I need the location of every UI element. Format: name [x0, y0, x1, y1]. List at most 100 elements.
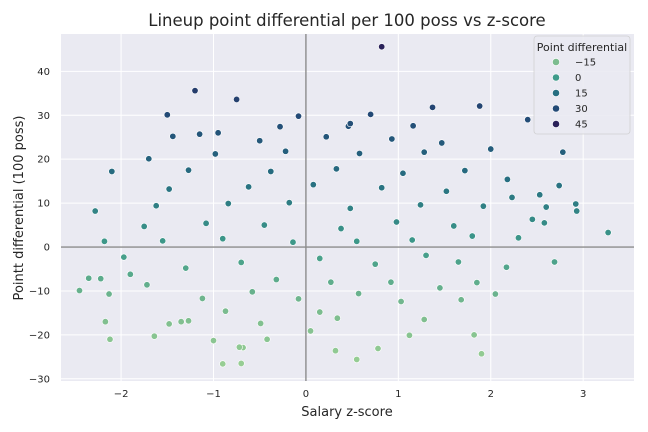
scatter-point: [146, 156, 152, 162]
scatter-point: [153, 203, 159, 209]
legend-marker: [552, 89, 559, 96]
scatter-point: [541, 220, 547, 226]
scatter-point: [166, 186, 172, 192]
scatter-point: [233, 96, 239, 102]
scatter-point: [192, 87, 198, 93]
scatter-point: [398, 298, 404, 304]
scatter-point: [203, 220, 209, 226]
scatter-point: [393, 219, 399, 225]
scatter-point: [529, 216, 535, 222]
legend-label: 0: [575, 73, 581, 84]
legend-marker: [552, 74, 559, 81]
scatter-point: [249, 289, 255, 295]
scatter-point: [102, 319, 108, 325]
scatter-point: [323, 134, 329, 140]
scatter-point: [215, 130, 221, 136]
y-tick-label: −10: [29, 286, 50, 297]
scatter-point: [476, 103, 482, 109]
legend-marker: [552, 58, 559, 65]
x-tick-label: −2: [114, 389, 129, 400]
scatter-point: [144, 282, 150, 288]
scatter-point: [488, 146, 494, 152]
y-tick-label: 0: [44, 243, 50, 254]
scatter-point: [375, 345, 381, 351]
scatter-point: [605, 229, 611, 235]
legend-marker: [552, 120, 559, 127]
scatter-point: [164, 112, 170, 118]
scatter-point: [159, 238, 165, 244]
scatter-point: [515, 235, 521, 241]
scatter-point: [328, 279, 334, 285]
x-tick-label: 2: [488, 389, 494, 400]
scatter-point: [378, 44, 384, 50]
scatter-point: [556, 182, 562, 188]
scatter-point: [409, 237, 415, 243]
scatter-point: [98, 275, 104, 281]
y-tick-label: 10: [37, 199, 50, 210]
y-tick-label: −20: [29, 330, 50, 341]
scatter-point: [310, 181, 316, 187]
scatter-point: [273, 276, 279, 282]
scatter-point: [121, 254, 127, 260]
legend-label: 45: [575, 120, 588, 131]
scatter-point: [222, 308, 228, 314]
scatter-point: [107, 336, 113, 342]
scatter-point: [504, 176, 510, 182]
scatter-point: [185, 167, 191, 173]
scatter-point: [573, 201, 579, 207]
scatter-point: [421, 316, 427, 322]
scatter-point: [354, 356, 360, 362]
scatter-point: [334, 315, 340, 321]
legend-marker: [552, 105, 559, 112]
scatter-point: [295, 113, 301, 119]
scatter-point: [503, 264, 509, 270]
scatter-point: [106, 291, 112, 297]
scatter-point: [455, 259, 461, 265]
scatter-point: [109, 168, 115, 174]
scatter-point: [347, 205, 353, 211]
y-tick-label: 40: [37, 67, 50, 78]
scatter-point: [560, 149, 566, 155]
scatter-point: [480, 203, 486, 209]
scatter-point: [492, 291, 498, 297]
scatter-point: [86, 275, 92, 281]
legend-title: Point differential: [537, 41, 627, 54]
scatter-point: [257, 320, 263, 326]
scatter-point: [185, 318, 191, 324]
legend-label: 15: [575, 89, 588, 100]
scatter-point: [338, 225, 344, 231]
scatter-point: [525, 116, 531, 122]
scatter-point: [220, 361, 226, 367]
scatter-point: [210, 337, 216, 343]
scatter-point: [166, 321, 172, 327]
y-tick-label: 20: [37, 155, 50, 166]
scatter-point: [101, 238, 107, 244]
legend-label: −15: [575, 58, 596, 69]
scatter-point: [286, 199, 292, 205]
x-tick-label: −1: [206, 389, 221, 400]
scatter-point: [462, 167, 468, 173]
scatter-point: [389, 136, 395, 142]
scatter-point: [238, 360, 244, 366]
scatter-point: [268, 168, 274, 174]
scatter-point: [141, 223, 147, 229]
scatter-point: [417, 202, 423, 208]
scatter-point: [290, 239, 296, 245]
scatter-point: [400, 170, 406, 176]
scatter-point: [199, 295, 205, 301]
x-tick-label: 1: [395, 389, 401, 400]
scatter-point: [277, 123, 283, 129]
scatter-point: [458, 297, 464, 303]
chart-title: Lineup point differential per 100 poss v…: [148, 11, 545, 30]
scatter-point: [551, 259, 557, 265]
scatter-point: [388, 279, 394, 285]
scatter-point: [478, 351, 484, 357]
scatter-point: [127, 271, 133, 277]
scatter-point: [443, 188, 449, 194]
scatter-point: [537, 192, 543, 198]
scatter-point: [282, 148, 288, 154]
scatter-point: [333, 166, 339, 172]
scatter-point: [406, 332, 412, 338]
scatter-point: [317, 309, 323, 315]
